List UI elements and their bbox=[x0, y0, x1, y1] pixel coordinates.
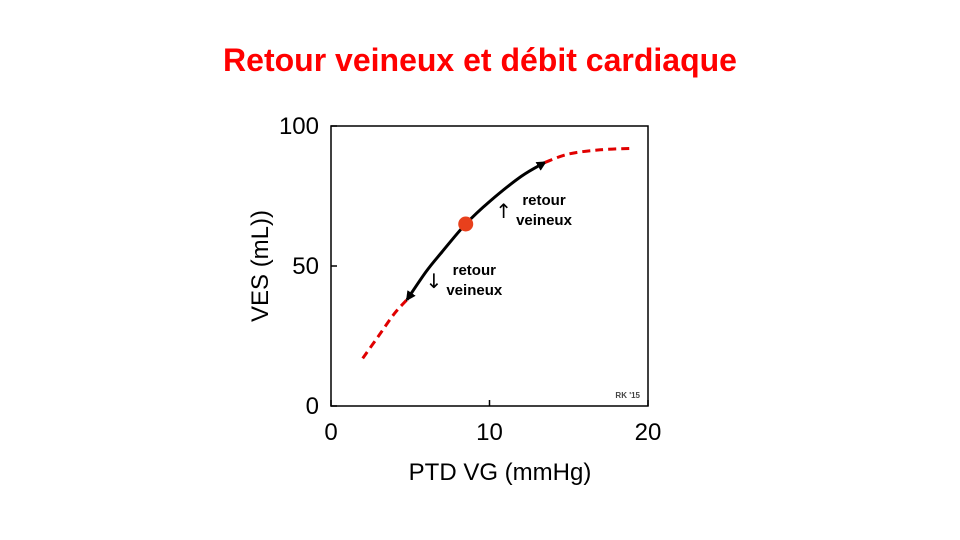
annotation-line2: veineux bbox=[446, 282, 503, 299]
y-tick-label: 100 bbox=[279, 113, 319, 140]
annotation-arrow: ↓ bbox=[426, 269, 443, 293]
slide-title: Retour veineux et débit cardiaque bbox=[223, 42, 737, 78]
operating-point bbox=[458, 216, 474, 232]
annotation-line2: veineux bbox=[516, 212, 573, 229]
dashed-curve-segment bbox=[361, 298, 409, 360]
x-tick-label: 20 bbox=[635, 419, 662, 446]
axis-ticks: 0 10 20 0 50 100 bbox=[279, 113, 661, 446]
y-tick-label: 0 bbox=[306, 393, 319, 420]
x-tick-label: 0 bbox=[324, 419, 337, 446]
dashed-curve-segment bbox=[544, 146, 633, 164]
y-axis-label: VES (mL)) bbox=[247, 210, 274, 322]
y-tick-label: 50 bbox=[292, 253, 319, 280]
curves bbox=[361, 146, 633, 360]
x-tick-label: 10 bbox=[476, 419, 503, 446]
annotation-arrow: ↑ bbox=[495, 199, 512, 223]
x-axis-label: PTD VG (mmHg) bbox=[409, 459, 592, 486]
annotation-line1: retour bbox=[453, 262, 497, 279]
credit-label: RK '15 bbox=[615, 391, 640, 400]
annotation-line1: retour bbox=[522, 192, 566, 209]
